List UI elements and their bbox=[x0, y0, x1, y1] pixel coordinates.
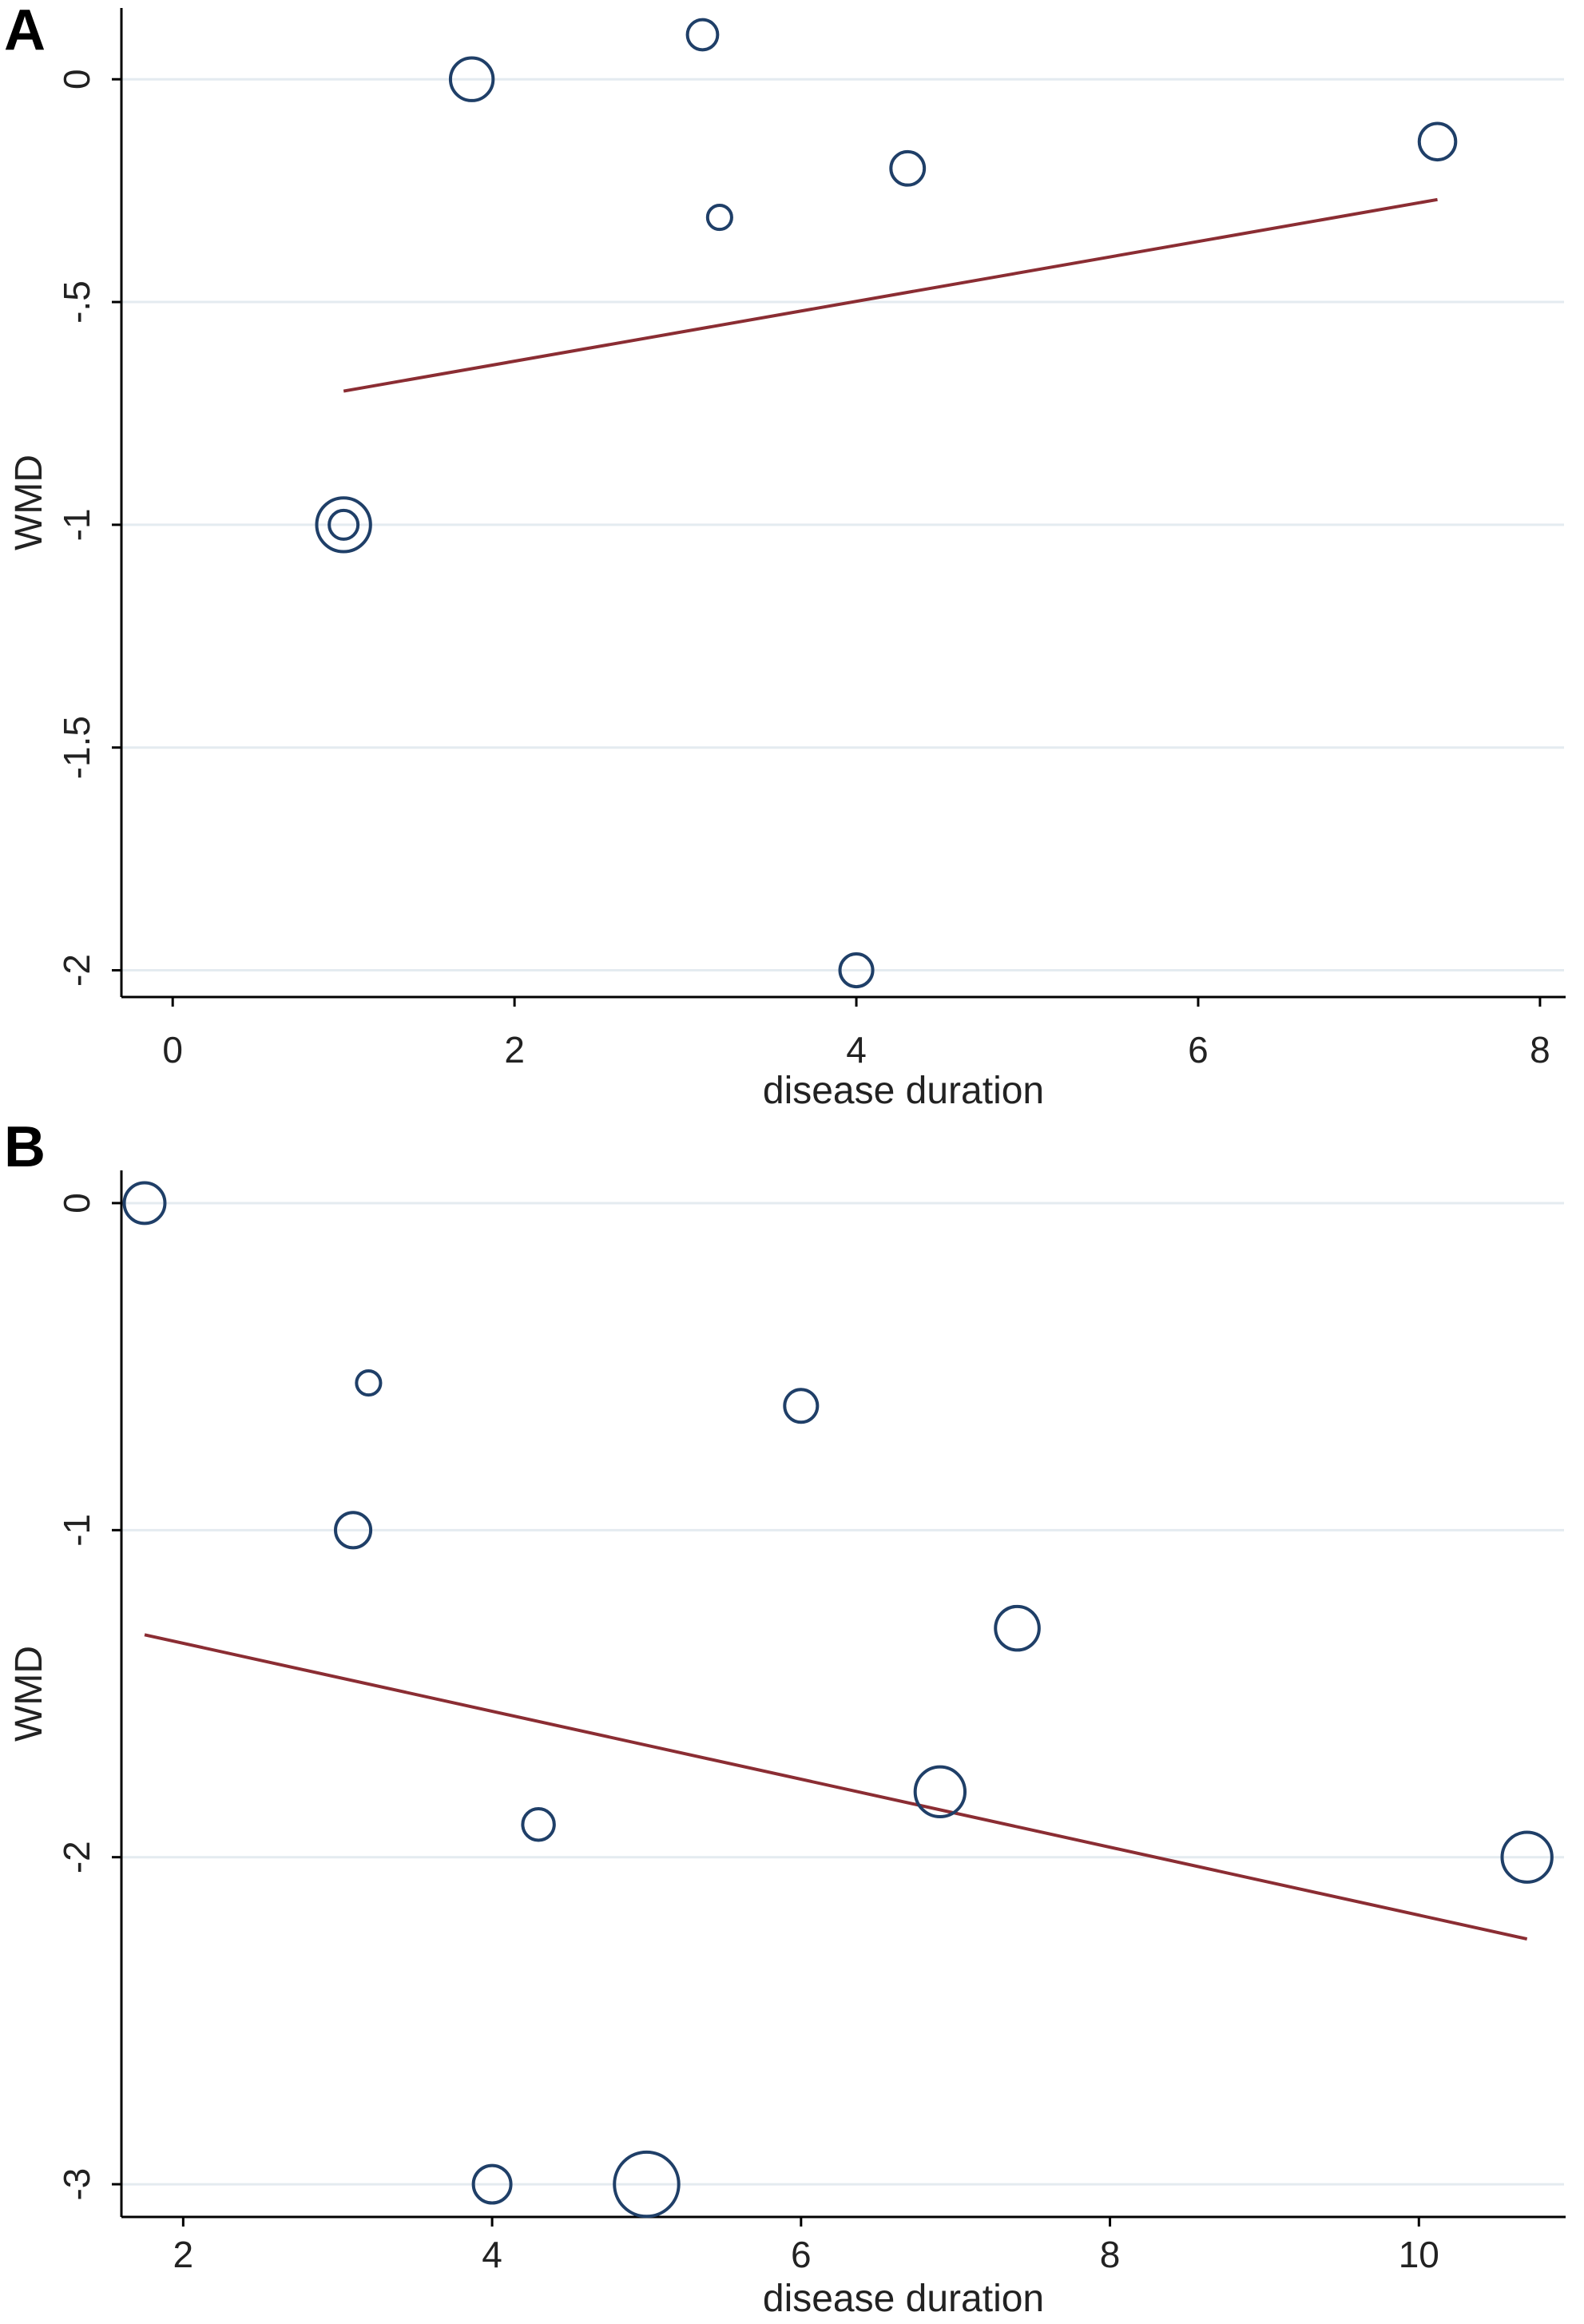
data-point bbox=[448, 56, 495, 102]
data-point bbox=[334, 1511, 373, 1550]
data-point bbox=[685, 18, 720, 52]
x-axis-title: disease duration bbox=[763, 1070, 1044, 1112]
data-point bbox=[355, 1369, 383, 1397]
y-tick-label: -3 bbox=[56, 2168, 97, 2201]
y-tick-label: -.5 bbox=[56, 280, 97, 324]
data-point bbox=[1417, 121, 1458, 162]
panel-label: B bbox=[4, 1115, 46, 1179]
data-point bbox=[783, 1388, 820, 1424]
x-tick-label: 6 bbox=[791, 2234, 812, 2275]
y-tick-label: 0 bbox=[56, 69, 97, 89]
data-point bbox=[994, 1604, 1041, 1652]
y-tick-label: -2 bbox=[56, 1841, 97, 1873]
y-tick-label: -1 bbox=[56, 1514, 97, 1547]
x-axis-title: disease duration bbox=[763, 2278, 1044, 2320]
data-point bbox=[471, 2163, 513, 2205]
x-tick-label: 0 bbox=[162, 1029, 183, 1071]
data-point bbox=[315, 496, 372, 554]
y-axis-title: WMD bbox=[8, 455, 50, 550]
data-point bbox=[1500, 1830, 1554, 1884]
x-tick-label: 4 bbox=[846, 1029, 867, 1071]
x-tick-label: 8 bbox=[1100, 2234, 1121, 2275]
data-point bbox=[613, 2150, 681, 2219]
data-point bbox=[913, 1765, 967, 1818]
fit-line bbox=[343, 197, 1438, 393]
y-tick-label: -2 bbox=[56, 954, 97, 987]
y-tick-label: -1 bbox=[56, 508, 97, 541]
data-point bbox=[122, 1181, 167, 1226]
data-point bbox=[521, 1807, 556, 1842]
x-tick-label: 2 bbox=[173, 2234, 194, 2275]
panel-label: A bbox=[4, 0, 46, 62]
y-tick-label: -1.5 bbox=[56, 716, 97, 779]
x-tick-label: 8 bbox=[1530, 1029, 1550, 1071]
x-tick-label: 6 bbox=[1188, 1029, 1209, 1071]
x-tick-label: 2 bbox=[504, 1029, 525, 1071]
data-point bbox=[838, 952, 875, 989]
data-point bbox=[328, 508, 360, 541]
data-point bbox=[705, 204, 733, 232]
fit-line bbox=[144, 1633, 1528, 1941]
data-point bbox=[889, 149, 927, 187]
panel-b: B0 -1 -2 -3 2 4 6 8 10 disease duration WMD bbox=[4, 1115, 1566, 2320]
y-tick-label: 0 bbox=[56, 1193, 97, 1214]
y-axis-title: WMD bbox=[8, 1646, 50, 1742]
x-tick-label: 4 bbox=[482, 2234, 502, 2275]
x-tick-label: 10 bbox=[1399, 2234, 1439, 2275]
